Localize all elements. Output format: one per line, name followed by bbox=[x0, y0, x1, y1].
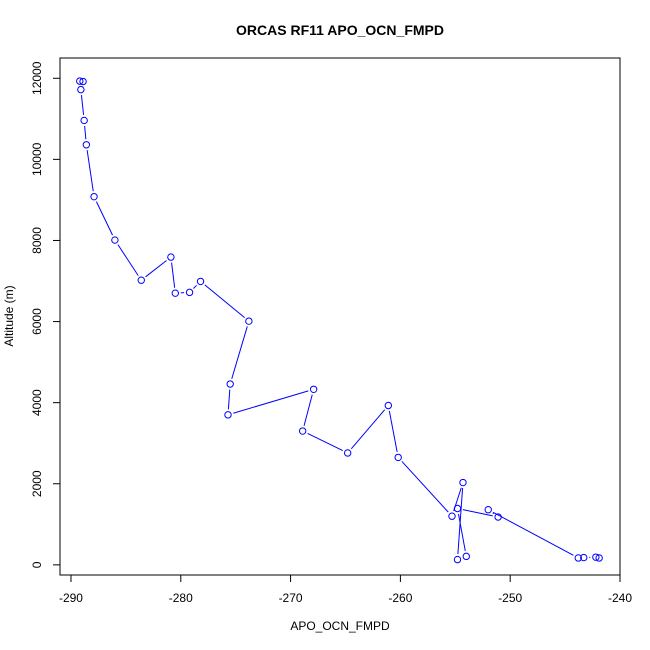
x-tick-label: -270 bbox=[279, 591, 303, 605]
series-segment bbox=[303, 394, 313, 426]
data-point bbox=[453, 504, 462, 513]
series-segment bbox=[492, 511, 574, 556]
chart-title: ORCAS RF11 APO_OCN_FMPD bbox=[236, 22, 444, 38]
data-point bbox=[76, 77, 84, 85]
series-segment bbox=[307, 433, 343, 451]
data-point bbox=[90, 192, 98, 201]
data-point bbox=[574, 554, 582, 562]
data-point bbox=[394, 453, 402, 462]
y-tick-label: 8000 bbox=[30, 227, 44, 254]
series-lines bbox=[80, 95, 591, 558]
data-point bbox=[167, 253, 175, 261]
x-tick-label: -260 bbox=[388, 591, 412, 605]
data-point bbox=[592, 553, 600, 561]
series-segment bbox=[171, 262, 176, 288]
series-segment bbox=[350, 409, 386, 450]
series-segment bbox=[117, 244, 139, 276]
y-tick-label: 12000 bbox=[30, 61, 44, 95]
data-point bbox=[185, 288, 194, 297]
series-segment bbox=[231, 326, 248, 379]
y-tick-label: 4000 bbox=[30, 389, 44, 416]
data-point bbox=[82, 141, 91, 149]
data-point bbox=[196, 277, 205, 286]
data-point bbox=[384, 401, 393, 410]
series-segment bbox=[84, 125, 87, 140]
data-point bbox=[453, 555, 462, 564]
series-segment bbox=[401, 461, 449, 513]
data-point bbox=[245, 317, 253, 325]
y-tick-label: 0 bbox=[30, 561, 44, 568]
data-point bbox=[343, 449, 352, 457]
plot-frame bbox=[59, 57, 621, 576]
series-segment bbox=[193, 284, 198, 289]
series-segment bbox=[86, 150, 94, 192]
data-point bbox=[79, 77, 87, 86]
series-segment bbox=[462, 509, 493, 517]
series-segment bbox=[492, 512, 494, 515]
series-segment bbox=[80, 95, 85, 116]
series-segment bbox=[457, 513, 466, 552]
x-tick-label: -250 bbox=[498, 591, 522, 605]
y-axis: 0 2000 4000 6000 8000 10000 12000 bbox=[30, 61, 61, 568]
data-point bbox=[80, 116, 88, 125]
x-axis: -290 -280 -270 -260 -250 -240 bbox=[59, 574, 632, 605]
y-tick-label: 6000 bbox=[30, 308, 44, 335]
data-point bbox=[224, 411, 232, 419]
data-point bbox=[462, 552, 470, 561]
y-axis-label: Altitude (m) bbox=[2, 285, 16, 346]
data-point bbox=[494, 513, 502, 521]
x-tick-label: -240 bbox=[608, 591, 632, 605]
series-points bbox=[76, 77, 603, 564]
data-point bbox=[580, 553, 588, 562]
data-point bbox=[137, 276, 145, 284]
x-tick-label: -290 bbox=[59, 591, 83, 605]
data-point bbox=[171, 289, 179, 297]
data-point bbox=[226, 380, 234, 388]
data-point bbox=[77, 85, 85, 94]
data-point bbox=[111, 236, 119, 244]
series-segment bbox=[233, 390, 309, 414]
y-tick-label: 10000 bbox=[30, 142, 44, 176]
data-point bbox=[298, 427, 307, 435]
series-segment bbox=[204, 284, 245, 319]
series-segment bbox=[95, 201, 113, 236]
x-tick-label: -280 bbox=[169, 591, 193, 605]
series-segment bbox=[227, 389, 231, 410]
data-point bbox=[459, 478, 467, 487]
y-tick-label: 2000 bbox=[30, 470, 44, 497]
data-point bbox=[595, 554, 603, 562]
series-segment bbox=[388, 410, 398, 453]
series-segment bbox=[145, 260, 167, 278]
x-axis-label: APO_OCN_FMPD bbox=[290, 619, 390, 633]
data-point bbox=[448, 512, 456, 520]
data-point bbox=[309, 385, 318, 393]
data-point bbox=[484, 506, 492, 514]
